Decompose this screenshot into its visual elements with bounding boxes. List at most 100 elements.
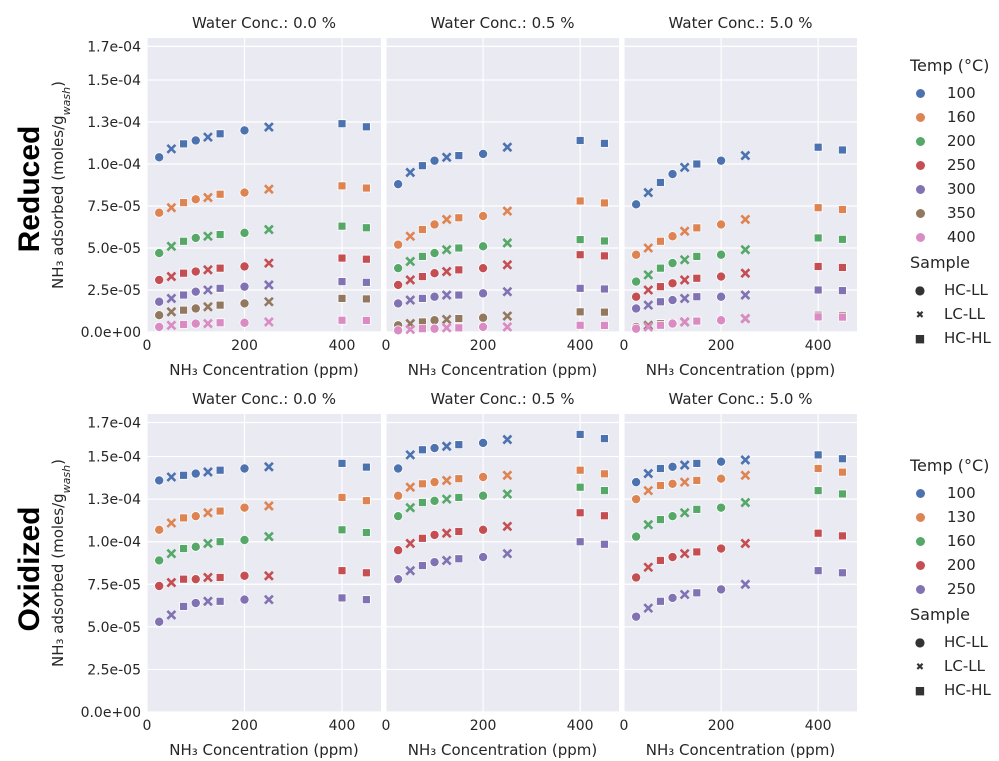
data-point — [263, 296, 274, 307]
data-point — [337, 566, 347, 576]
x-marker — [740, 244, 751, 255]
data-point — [667, 169, 678, 180]
legend-oxidized: Temp (°C) 100 130 160 200 250 Sample HC-… — [910, 456, 991, 702]
data-point — [679, 162, 690, 173]
data-point — [203, 264, 213, 275]
y-tick-label: 2.5e-05 — [87, 283, 141, 299]
x-marker — [643, 468, 654, 479]
x-marker — [679, 275, 690, 285]
data-point — [179, 513, 188, 523]
data-point — [656, 263, 665, 273]
data-point — [154, 310, 165, 321]
data-point — [692, 458, 702, 468]
data-point — [575, 508, 585, 518]
data-point — [179, 320, 188, 329]
data-point — [166, 518, 177, 528]
legend-label: HC-LL — [944, 281, 988, 299]
x-marker — [679, 548, 690, 559]
data-point — [337, 293, 347, 303]
data-point — [203, 231, 213, 242]
data-point — [263, 122, 274, 132]
x-marker — [441, 528, 452, 539]
x-marker — [263, 280, 274, 290]
data-point — [740, 313, 751, 324]
data-point — [393, 463, 404, 474]
y-tick-label: 1.7e-04 — [87, 39, 141, 55]
data-point — [215, 506, 225, 516]
legend-item: 300 — [910, 177, 991, 201]
data-point — [575, 482, 585, 492]
data-point — [600, 511, 609, 521]
data-point — [441, 555, 452, 566]
data-point — [643, 485, 654, 496]
data-point — [838, 489, 847, 499]
facet-title: Water Conc.: 0.0 % — [192, 14, 336, 32]
data-point — [429, 443, 440, 454]
x-marker — [263, 531, 274, 542]
circle-marker-icon — [913, 283, 927, 297]
x-axis-label: NH₃ Concentration (ppm) — [408, 361, 598, 379]
data-point — [405, 449, 416, 460]
data-point — [692, 223, 702, 233]
data-point — [239, 463, 250, 474]
y-tick-label: 1.3e-04 — [87, 115, 141, 131]
x-marker — [166, 143, 177, 154]
data-point — [418, 479, 427, 489]
x-marker — [263, 122, 274, 132]
x-marker — [679, 460, 690, 471]
legend-label: 200 — [947, 132, 976, 150]
legend-label: 400 — [947, 228, 976, 246]
data-point — [716, 502, 727, 513]
x-marker — [263, 296, 274, 307]
x-marker-icon — [913, 659, 927, 673]
y-tick-label: 1.0e-04 — [87, 535, 141, 551]
data-point — [179, 268, 188, 278]
x-marker — [740, 579, 751, 590]
x-marker — [405, 449, 416, 460]
data-point — [679, 460, 690, 471]
data-point — [361, 316, 371, 325]
data-point — [154, 475, 165, 486]
x-marker — [502, 206, 513, 216]
data-point — [203, 318, 213, 329]
data-point — [361, 122, 371, 132]
data-point — [429, 268, 440, 279]
x-marker — [740, 268, 751, 279]
data-point — [667, 295, 678, 306]
data-point — [190, 598, 201, 609]
legend-swatch — [916, 512, 925, 522]
data-point — [643, 322, 654, 332]
y-tick-label: 5.0e-05 — [87, 241, 141, 257]
data-point — [575, 430, 585, 439]
data-point — [643, 603, 654, 614]
data-point — [716, 271, 727, 282]
x-tick-label: 200 — [708, 718, 735, 734]
data-point — [239, 594, 250, 605]
data-point — [656, 596, 665, 606]
data-point — [740, 150, 751, 161]
data-point — [154, 248, 165, 259]
x-marker — [502, 142, 513, 153]
x-marker — [166, 202, 177, 213]
data-point — [838, 263, 847, 272]
data-point — [838, 286, 847, 296]
x-marker — [203, 318, 213, 329]
legend-item: LC-LL — [910, 302, 991, 326]
x-marker — [203, 231, 213, 242]
data-point — [263, 461, 274, 472]
data-point — [361, 496, 371, 506]
x-marker — [166, 320, 177, 331]
legend-item: 250 — [910, 153, 991, 177]
x-marker — [166, 293, 177, 304]
data-point — [405, 502, 416, 513]
x-marker — [740, 455, 751, 465]
legend-label: LC-LL — [944, 305, 985, 323]
data-point — [813, 203, 823, 213]
data-point — [418, 272, 427, 281]
data-point — [600, 307, 609, 317]
data-point — [643, 269, 654, 280]
data-point — [215, 537, 225, 547]
data-point — [813, 142, 823, 152]
x-marker — [502, 322, 513, 332]
data-point — [600, 284, 609, 294]
